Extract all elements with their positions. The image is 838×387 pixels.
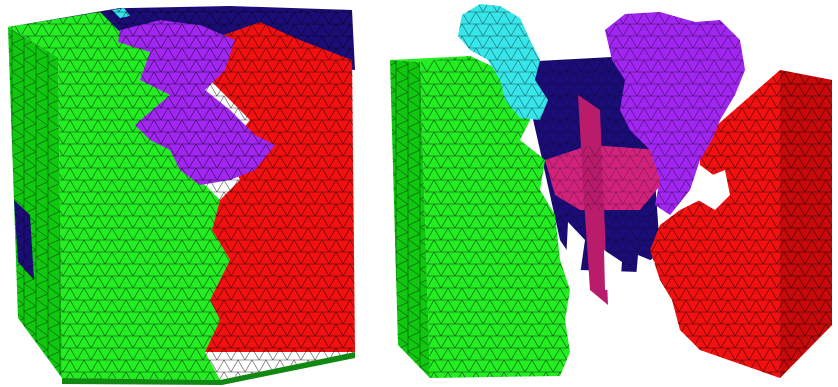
full-partitioned-cube: [8, 6, 355, 385]
exploded-red-cavity: [698, 170, 730, 210]
cube-bottom-shadow: [62, 352, 355, 385]
exploded-gap-center: [604, 250, 622, 290]
exploded-gap-right: [636, 255, 655, 282]
exploded-partitioned-cube: [390, 4, 832, 378]
exploded-gap-left: [566, 222, 585, 275]
